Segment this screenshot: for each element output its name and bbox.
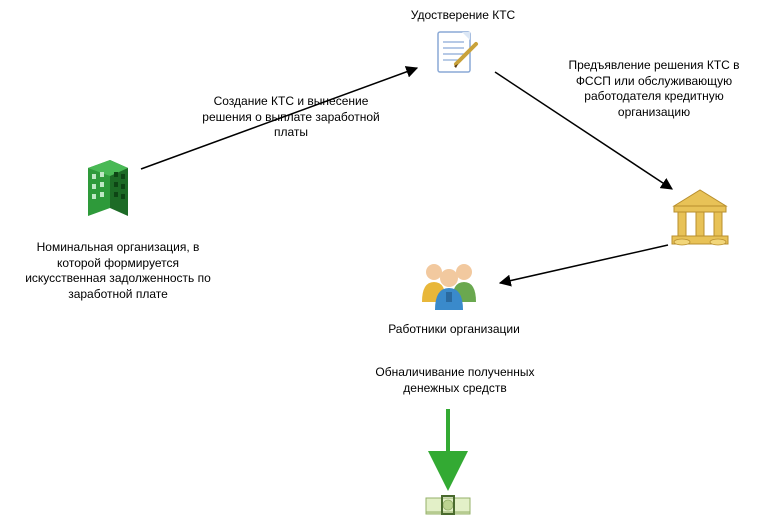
bank-icon	[668, 186, 732, 250]
people-icon	[414, 256, 484, 316]
node-document-label: Удостверение КТС	[403, 8, 523, 24]
edge-bank-workers	[500, 245, 668, 283]
node-org-label: Номинальная организация, в которой форми…	[18, 240, 218, 302]
node-bank-label: Предъявление решения КТС в ФССП или обсл…	[554, 58, 754, 120]
diagram-canvas: Номинальная организация, в которой форми…	[0, 0, 769, 528]
edge-org-document-label: Создание КТС и вынесение решения о выпла…	[196, 94, 386, 141]
node-money-label: Обналичивание полученных денежных средст…	[370, 365, 540, 396]
node-workers-label: Работники организации	[384, 322, 524, 338]
building-icon	[80, 158, 136, 222]
document-icon	[430, 26, 484, 80]
money-icon	[424, 492, 472, 520]
